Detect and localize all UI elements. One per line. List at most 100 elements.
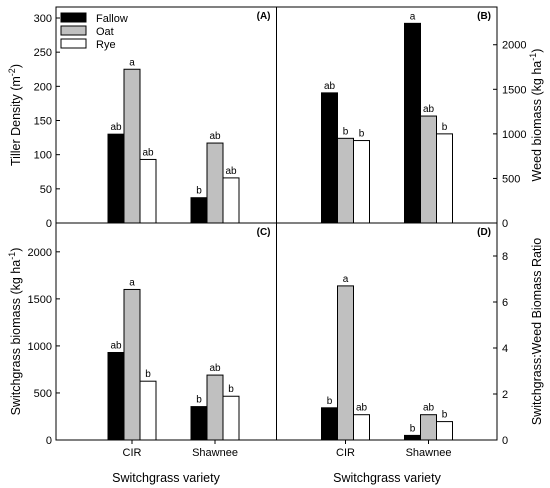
bar-letter-label: ab bbox=[423, 403, 435, 414]
bar-letter-label: b bbox=[359, 129, 365, 140]
y-tick-label: 2000 bbox=[28, 247, 52, 259]
y-tick-label: 4 bbox=[502, 343, 508, 355]
y-axis-label-close: ) bbox=[9, 248, 23, 252]
bar-fallow bbox=[190, 406, 208, 441]
y-tick-label: 0 bbox=[46, 435, 52, 447]
bar-fallow bbox=[190, 197, 208, 224]
bar-fallow bbox=[107, 133, 125, 224]
bar-letter-label: ab bbox=[209, 363, 221, 374]
y-tick-label: 500 bbox=[34, 388, 52, 400]
panel-c: (C) 0 500 1000 1500 2000 Switchgrass biomass (… bbox=[7, 227, 271, 459]
y-tick-label: 250 bbox=[34, 47, 52, 59]
bar-fallow bbox=[107, 351, 125, 441]
y-axis-label: Switchgrass:Weed Biomass Ratio bbox=[530, 238, 544, 425]
x-category-label: CIR bbox=[123, 447, 142, 459]
legend-swatch-fallow bbox=[60, 12, 87, 23]
y-axis-label-text: Switchgrass biomass (kg ha bbox=[9, 260, 23, 416]
bar-letter-label: b bbox=[196, 395, 202, 406]
legend-swatch-rye bbox=[60, 38, 87, 49]
bar-letter-label: b bbox=[196, 186, 202, 197]
y-axis-label-text: Tiller Density (m bbox=[9, 76, 23, 166]
bar-letter-label: ab bbox=[225, 166, 237, 177]
bar-oat bbox=[337, 285, 354, 441]
panel-letter: (B) bbox=[477, 11, 491, 22]
y-axis-label-superscript: -1 bbox=[528, 53, 538, 61]
y-axis-label-text: Weed biomass (kg ha bbox=[530, 61, 544, 182]
bar-oat bbox=[337, 137, 354, 224]
bar-fallow bbox=[404, 434, 421, 441]
bar-oat bbox=[420, 414, 437, 441]
panel-letter: (C) bbox=[257, 227, 271, 238]
x-category-label: Shawnee bbox=[406, 447, 452, 459]
bar-fallow bbox=[321, 407, 338, 441]
bar-letter-label: ab bbox=[209, 131, 221, 142]
panel-letter: (D) bbox=[477, 227, 491, 238]
y-axis-label: Weed biomass (kg ha-1) bbox=[528, 49, 544, 182]
bar-letter-label: b bbox=[145, 369, 151, 380]
y-tick-label: 1500 bbox=[28, 294, 52, 306]
bar-rye bbox=[222, 177, 240, 224]
bar-rye bbox=[139, 158, 157, 224]
y-tick-label: 300 bbox=[34, 13, 52, 25]
panels: (A) 0 50 100 150 200 250 300 Tiller Density (m-2… bbox=[7, 11, 544, 459]
y-tick-label: 6 bbox=[502, 297, 508, 309]
bar-letter-label: ab bbox=[423, 104, 435, 115]
bar-letter-label: b bbox=[410, 423, 416, 434]
y-axis-label: Switchgrass biomass (kg ha-1) bbox=[7, 248, 23, 416]
bar-letter-label: b bbox=[442, 410, 448, 421]
y-axis-label: Tiller Density (m-2) bbox=[7, 64, 23, 166]
legend-label-fallow: Fallow bbox=[96, 13, 128, 25]
bar-fallow bbox=[404, 22, 421, 224]
y-tick-label: 500 bbox=[502, 173, 520, 185]
bar-letter-label: a bbox=[129, 277, 135, 288]
bar-rye bbox=[222, 395, 240, 441]
bar-letter-label: ab bbox=[110, 340, 122, 351]
bar-oat bbox=[420, 115, 437, 224]
bar-letter-label: a bbox=[343, 274, 349, 285]
y-axis-label-superscript: -2 bbox=[7, 68, 17, 76]
bar-fallow bbox=[321, 92, 338, 224]
y-tick-label: 150 bbox=[34, 116, 52, 128]
panel-letter: (A) bbox=[257, 11, 271, 22]
y-tick-label: 200 bbox=[34, 81, 52, 93]
legend-label-rye: Rye bbox=[96, 39, 116, 51]
y-tick-label: 2 bbox=[502, 389, 508, 401]
y-tick-label: 0 bbox=[502, 435, 508, 447]
bar-rye bbox=[353, 414, 370, 441]
y-tick-label: 50 bbox=[40, 184, 52, 196]
bar-letter-label: ab bbox=[110, 122, 122, 133]
bar-rye bbox=[436, 133, 453, 224]
legend-swatch-oat bbox=[60, 25, 87, 36]
y-tick-label: 2000 bbox=[502, 40, 526, 52]
x-axis-title-left: Switchgrass variety bbox=[112, 471, 220, 485]
bar-letter-label: b bbox=[327, 396, 333, 407]
panel-a: (A) 0 50 100 150 200 250 300 Tiller Density (m-2… bbox=[7, 11, 271, 230]
y-tick-label: 1000 bbox=[28, 341, 52, 353]
bar-letter-label: b bbox=[442, 122, 448, 133]
y-axis-label-text: Switchgrass:Weed Biomass Ratio bbox=[530, 238, 544, 425]
x-category-label: Shawnee bbox=[192, 447, 238, 459]
legend-label-oat: Oat bbox=[96, 26, 114, 38]
bar-letter-label: ab bbox=[142, 147, 154, 158]
bar-letter-label: ab bbox=[324, 81, 336, 92]
bar-oat bbox=[206, 374, 224, 441]
bar-oat bbox=[206, 142, 224, 224]
y-tick-label: 1500 bbox=[502, 84, 526, 96]
bar-letter-label: b bbox=[343, 126, 349, 137]
bar-oat bbox=[123, 288, 141, 441]
bar-letter-label: a bbox=[410, 11, 416, 22]
bar-oat bbox=[123, 68, 141, 224]
bar-letter-label: ab bbox=[356, 403, 368, 414]
y-axis-label-close: ) bbox=[530, 49, 544, 53]
x-category-label: CIR bbox=[336, 447, 355, 459]
x-axis-title-right: Switchgrass variety bbox=[333, 471, 441, 485]
bar-letter-label: b bbox=[228, 384, 234, 395]
bar-rye bbox=[353, 140, 370, 224]
y-tick-label: 100 bbox=[34, 150, 52, 162]
y-axis-label-superscript: -1 bbox=[7, 252, 17, 260]
bar-rye bbox=[139, 380, 157, 441]
